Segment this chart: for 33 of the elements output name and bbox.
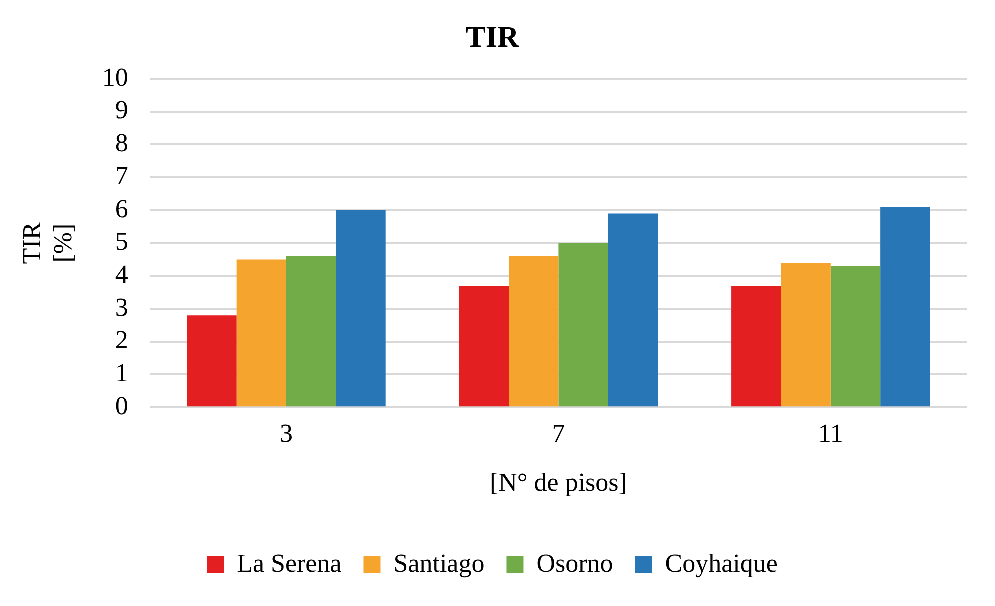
y-tick-label: 10 [102,62,128,92]
y-tick-label: 3 [115,292,128,322]
x-tick-label: 11 [818,419,844,448]
bar [558,243,608,407]
bar [236,260,286,407]
y-tick-label: 5 [115,227,128,256]
y-tick-label: 9 [115,96,128,125]
bar [459,286,510,407]
y-axis-title: TIR [%] [17,222,78,264]
bar [830,266,881,407]
chart-title: TIR [466,20,520,54]
legend-label: La Serena [237,548,342,578]
bar [732,286,782,407]
y-tick-label: 4 [115,260,128,289]
y-tick-label: 6 [115,194,128,224]
y-tick-label: 7 [115,161,128,190]
legend-label: Osorno [536,548,614,578]
bar [336,210,386,407]
y-tick-label: 0 [115,391,128,420]
x-axis-title: [N° de pisos] [490,468,628,498]
bar [509,256,559,407]
y-tick-label: 2 [115,326,128,355]
x-tick-label: 3 [280,419,293,448]
bar [608,214,658,407]
bar [187,316,237,407]
bar [286,256,336,407]
bar [781,263,831,407]
x-tick-label: 7 [552,419,566,448]
y-tick-label: 1 [115,358,128,388]
y-tick-label: 8 [115,128,128,158]
bar [880,207,930,407]
legend-label: Santiago [394,548,485,578]
legend-label: Coyhaique [665,548,778,578]
